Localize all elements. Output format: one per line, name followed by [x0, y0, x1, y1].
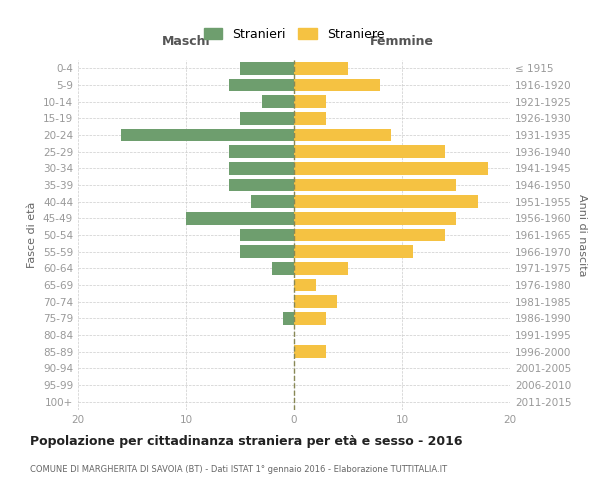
- Bar: [262, 96, 294, 108]
- Bar: [240, 229, 294, 241]
- Bar: [251, 196, 294, 208]
- Text: Maschi: Maschi: [161, 36, 211, 49]
- Bar: [294, 112, 326, 124]
- Bar: [240, 62, 294, 74]
- Bar: [294, 229, 445, 241]
- Bar: [294, 79, 380, 92]
- Text: Femmine: Femmine: [370, 36, 434, 49]
- Bar: [294, 346, 326, 358]
- Y-axis label: Anni di nascita: Anni di nascita: [577, 194, 587, 276]
- Bar: [294, 312, 326, 324]
- Y-axis label: Fasce di età: Fasce di età: [28, 202, 37, 268]
- Text: Popolazione per cittadinanza straniera per età e sesso - 2016: Popolazione per cittadinanza straniera p…: [30, 435, 463, 448]
- Bar: [121, 128, 294, 141]
- Bar: [229, 179, 294, 191]
- Bar: [294, 212, 456, 224]
- Bar: [240, 246, 294, 258]
- Bar: [294, 62, 348, 74]
- Legend: Stranieri, Straniere: Stranieri, Straniere: [200, 24, 388, 45]
- Bar: [294, 146, 445, 158]
- Bar: [294, 246, 413, 258]
- Text: COMUNE DI MARGHERITA DI SAVOIA (BT) - Dati ISTAT 1° gennaio 2016 - Elaborazione : COMUNE DI MARGHERITA DI SAVOIA (BT) - Da…: [30, 465, 447, 474]
- Bar: [240, 112, 294, 124]
- Bar: [272, 262, 294, 274]
- Bar: [283, 312, 294, 324]
- Bar: [186, 212, 294, 224]
- Bar: [229, 79, 294, 92]
- Bar: [294, 128, 391, 141]
- Bar: [229, 146, 294, 158]
- Bar: [294, 262, 348, 274]
- Bar: [294, 96, 326, 108]
- Bar: [294, 296, 337, 308]
- Bar: [294, 179, 456, 191]
- Bar: [229, 162, 294, 174]
- Bar: [294, 162, 488, 174]
- Bar: [294, 279, 316, 291]
- Bar: [294, 196, 478, 208]
